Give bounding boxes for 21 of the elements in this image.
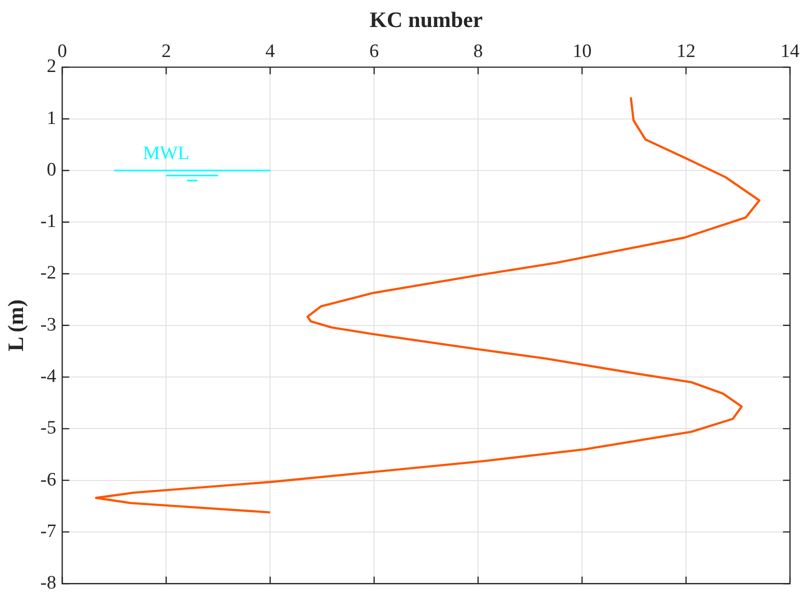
y-tick-label: -3 bbox=[40, 314, 56, 336]
y-tick-label: 1 bbox=[46, 108, 56, 129]
x-tick-label: 6 bbox=[369, 40, 379, 62]
y-tick-label: 2 bbox=[46, 56, 56, 78]
x-tick-label: 12 bbox=[676, 40, 696, 62]
y-tick-label: 0 bbox=[46, 159, 56, 180]
y-tick-label: -2 bbox=[40, 262, 56, 284]
y-tick-label: -5 bbox=[40, 418, 56, 439]
y-axis-title: L (m) bbox=[2, 299, 28, 352]
y-tick-label: -1 bbox=[40, 211, 56, 232]
x-axis-title: KC number bbox=[370, 6, 483, 32]
y-tick-label: -4 bbox=[40, 366, 57, 388]
ref-line-label: MWL bbox=[142, 142, 190, 164]
y-tick-label: -8 bbox=[40, 572, 56, 594]
x-tick-label: 14 bbox=[780, 40, 800, 62]
x-tick-label: 10 bbox=[572, 40, 592, 62]
y-tick-label: -7 bbox=[40, 520, 56, 542]
x-tick-label: 4 bbox=[265, 40, 276, 62]
y-tick-label: -6 bbox=[40, 469, 56, 490]
x-tick-label: 8 bbox=[473, 40, 483, 62]
x-tick-label: 2 bbox=[161, 40, 171, 62]
